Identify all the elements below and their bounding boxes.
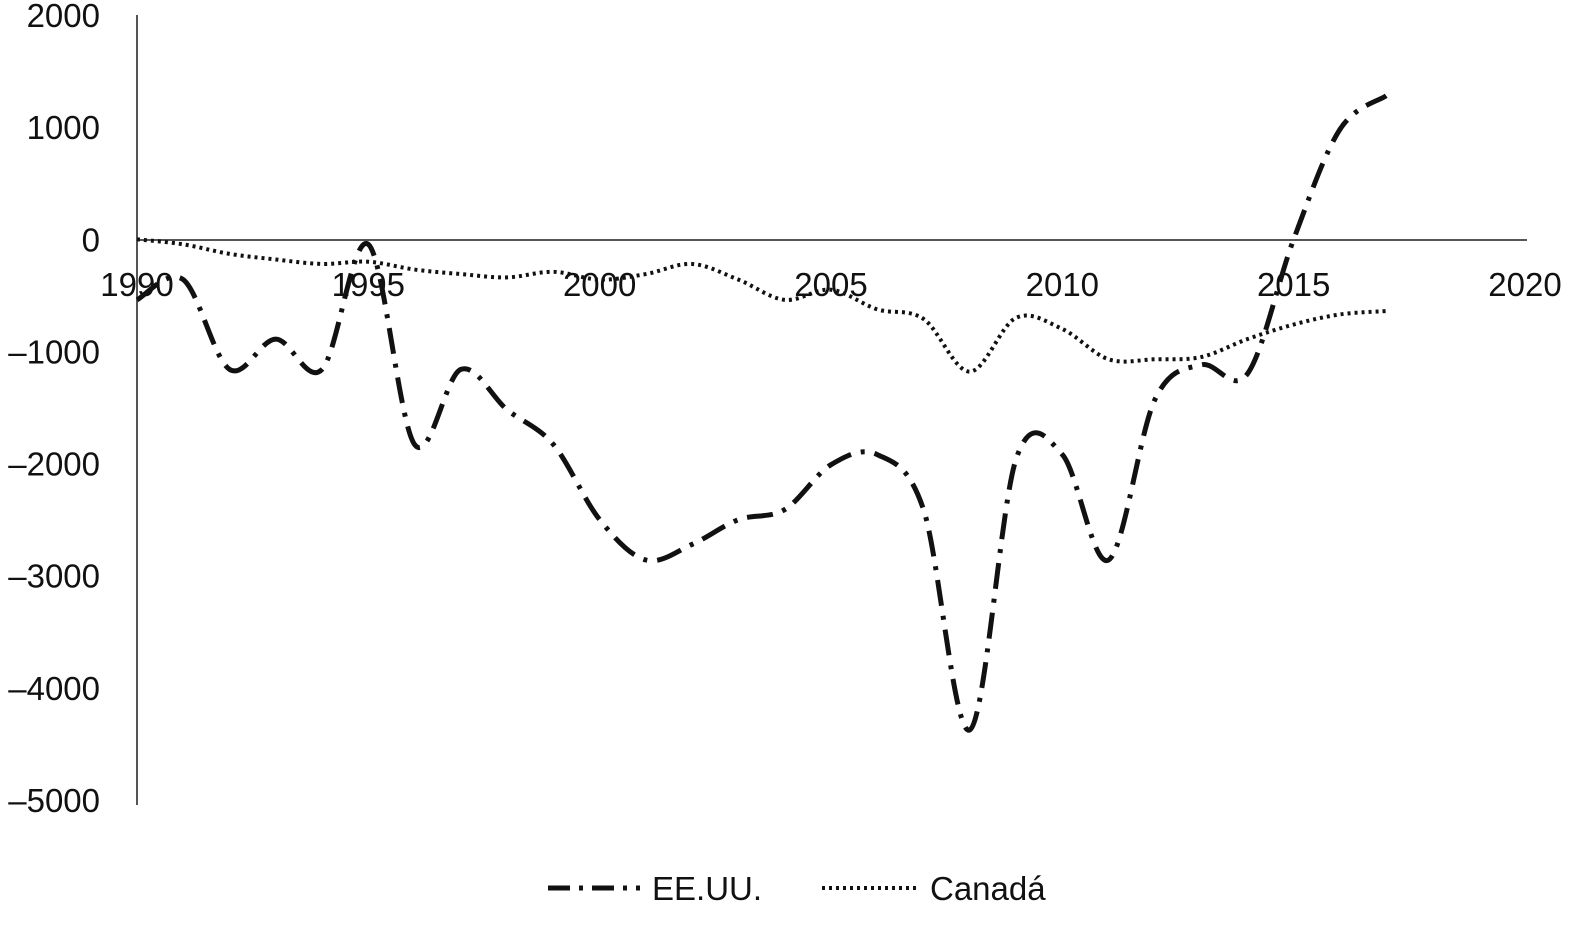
series-line-eeuu — [135, 93, 1388, 733]
y-tick-label: –1000 — [8, 333, 100, 370]
legend-label-eeuu: EE.UU. — [652, 870, 762, 907]
y-tick-label: 1000 — [27, 109, 100, 146]
x-tick-label: 2020 — [1488, 266, 1561, 303]
legend: EE.UU. Canadá — [548, 870, 1046, 907]
x-axis-ticks: 1990 1995 2000 2005 2010 2015 2020 — [100, 266, 1561, 303]
y-tick-label: 2000 — [27, 0, 100, 34]
y-tick-label: –3000 — [8, 558, 100, 595]
series-lines — [135, 93, 1388, 733]
y-tick-label: 0 — [82, 221, 100, 258]
series-line-canada — [136, 237, 1387, 374]
y-tick-label: –4000 — [8, 670, 100, 707]
legend-label-canada: Canadá — [930, 870, 1046, 907]
y-tick-label: –2000 — [8, 446, 100, 483]
x-tick-label: 2000 — [563, 266, 636, 303]
x-tick-label: 2005 — [794, 266, 867, 303]
x-tick-label: 2015 — [1257, 266, 1330, 303]
y-axis-ticks: 2000 1000 0 –1000 –2000 –3000 –4000 –5000 — [8, 0, 100, 819]
y-tick-label: –5000 — [8, 782, 100, 819]
x-tick-label: 2010 — [1026, 266, 1099, 303]
